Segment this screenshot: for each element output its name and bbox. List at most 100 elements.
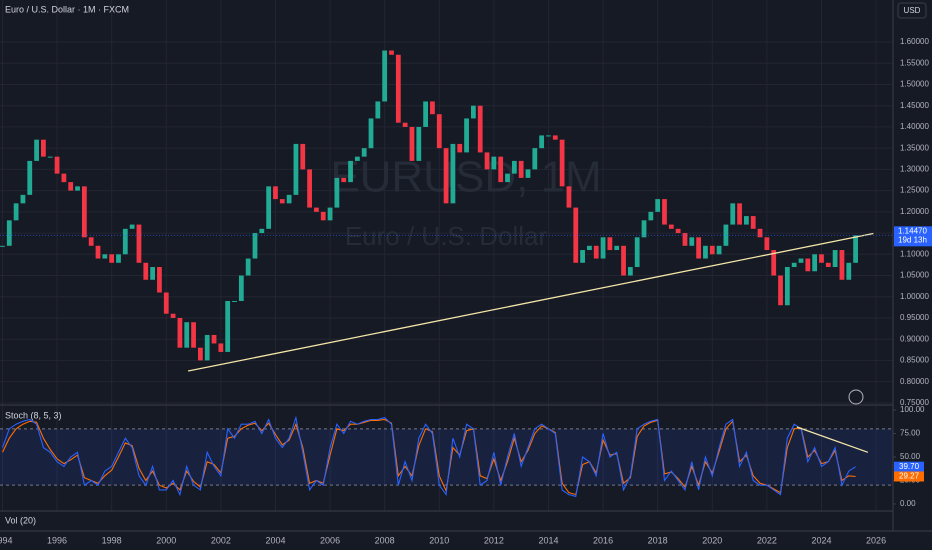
candle bbox=[61, 173, 67, 183]
y-tick-label: 1.20000 bbox=[900, 207, 929, 216]
candle bbox=[511, 160, 517, 174]
candle bbox=[354, 156, 360, 161]
x-tick-label: 2018 bbox=[648, 535, 668, 545]
x-tick-label: 2020 bbox=[702, 535, 722, 545]
candle bbox=[539, 135, 545, 149]
candle bbox=[812, 254, 818, 272]
candle bbox=[6, 220, 12, 246]
candle bbox=[327, 207, 333, 221]
y-tick-label: 1.35000 bbox=[900, 143, 929, 152]
candle bbox=[143, 262, 149, 280]
candle bbox=[682, 233, 688, 246]
replay-icon[interactable] bbox=[848, 389, 864, 405]
candle bbox=[389, 50, 394, 55]
y-tick-label: 0.75000 bbox=[900, 398, 929, 407]
y-tick-label: 0.00 bbox=[900, 499, 916, 508]
candle bbox=[0, 245, 5, 247]
candle bbox=[805, 258, 811, 272]
y-tick-label: 1.00000 bbox=[900, 292, 929, 301]
x-tick-label: 2002 bbox=[211, 535, 231, 545]
candle bbox=[778, 275, 783, 306]
candle bbox=[47, 156, 53, 158]
symbol-header: Euro / U.S. Dollar · 1M · FXCM bbox=[5, 4, 129, 14]
candle bbox=[457, 143, 463, 153]
y-tick-label: 1.50000 bbox=[900, 80, 929, 89]
candle bbox=[436, 114, 442, 149]
candle bbox=[348, 160, 353, 183]
candle bbox=[764, 237, 770, 251]
trend-line bbox=[796, 426, 869, 453]
candle bbox=[13, 203, 19, 221]
x-tick-label: 2004 bbox=[265, 535, 285, 545]
candle bbox=[286, 194, 292, 204]
candle bbox=[245, 258, 251, 276]
currency-button[interactable] bbox=[897, 2, 927, 19]
candle bbox=[709, 245, 715, 255]
candle bbox=[627, 267, 633, 276]
candle bbox=[744, 216, 749, 225]
candle bbox=[846, 262, 852, 280]
candle bbox=[600, 237, 606, 259]
last-price-box bbox=[894, 226, 932, 247]
candle bbox=[532, 148, 538, 170]
candle bbox=[477, 105, 483, 153]
candle bbox=[662, 199, 667, 225]
candle bbox=[314, 207, 319, 212]
candle bbox=[232, 300, 237, 302]
x-tick-label: 2022 bbox=[757, 535, 777, 545]
x-tick-label: 2014 bbox=[538, 535, 558, 545]
candle bbox=[211, 334, 217, 344]
candle bbox=[177, 317, 183, 348]
candle bbox=[825, 262, 831, 268]
grid-layer bbox=[0, 0, 893, 511]
x-tick-label: 2000 bbox=[156, 535, 176, 545]
x-tick-label: 2012 bbox=[484, 535, 504, 545]
candle bbox=[593, 245, 599, 259]
stoch-line bbox=[1, 415, 856, 498]
candle bbox=[655, 199, 661, 212]
watermark-name: Euro / U.S. Dollar bbox=[345, 221, 548, 251]
candle bbox=[546, 135, 551, 137]
candle bbox=[750, 216, 756, 229]
candle bbox=[505, 173, 510, 183]
y-tick-label: 0.90000 bbox=[900, 334, 929, 343]
candle bbox=[853, 235, 858, 263]
candle bbox=[136, 224, 142, 263]
candle bbox=[757, 228, 763, 238]
candle bbox=[102, 254, 108, 259]
candle bbox=[334, 177, 340, 208]
candle bbox=[150, 267, 155, 280]
x-tick-label: 2010 bbox=[429, 535, 449, 545]
x-tick-label: 2016 bbox=[593, 535, 613, 545]
candle bbox=[320, 211, 326, 221]
candle bbox=[157, 267, 162, 293]
candle bbox=[552, 135, 558, 140]
candle bbox=[443, 148, 449, 204]
y-tick-label: 1.10000 bbox=[900, 249, 929, 258]
candle bbox=[375, 101, 381, 119]
candle bbox=[252, 233, 258, 259]
candle bbox=[81, 186, 87, 238]
last-value-box bbox=[894, 471, 924, 482]
candle bbox=[716, 245, 722, 255]
candle bbox=[580, 250, 585, 263]
x-tick-label: 1994 bbox=[0, 535, 12, 545]
candle bbox=[784, 267, 790, 306]
candle bbox=[129, 224, 135, 229]
candle bbox=[41, 139, 46, 157]
candle bbox=[675, 228, 681, 234]
candle bbox=[293, 143, 299, 195]
stoch-title: Stoch (8, 5, 3) bbox=[5, 410, 62, 420]
candle bbox=[382, 50, 388, 102]
candle bbox=[430, 101, 435, 115]
x-tick-label: 2006 bbox=[320, 535, 340, 545]
y-tick-label: 1.40000 bbox=[900, 122, 929, 131]
currency-label[interactable]: USD bbox=[904, 6, 921, 15]
candle bbox=[27, 160, 33, 195]
y-tick-label: 50.00 bbox=[900, 452, 921, 461]
candle bbox=[723, 224, 729, 246]
candle bbox=[218, 343, 224, 352]
candle bbox=[730, 203, 736, 225]
